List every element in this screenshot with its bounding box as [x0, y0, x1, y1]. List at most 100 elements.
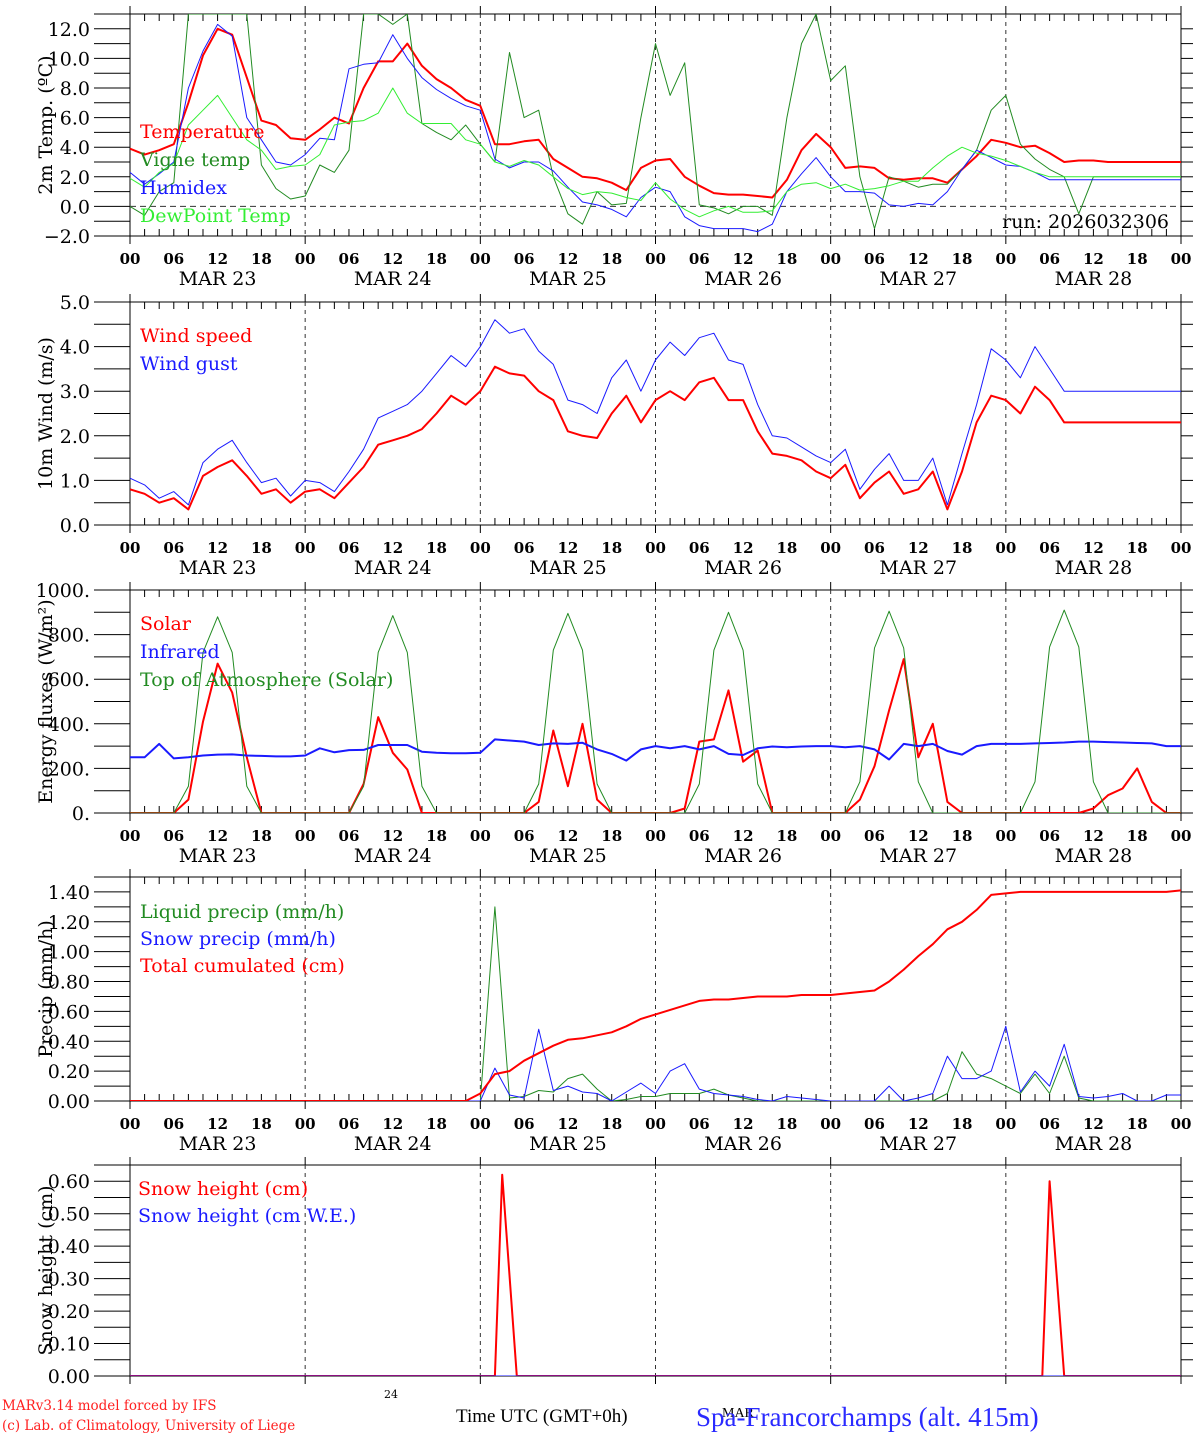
x-hour-label: 12 — [908, 1115, 929, 1133]
x-hour-label: 18 — [776, 539, 797, 557]
y-tick-label: 0.10 — [48, 1334, 90, 1356]
x-hour-label: 12 — [908, 827, 929, 845]
x-hour-label: 06 — [1039, 539, 1060, 557]
x-day-label: MAR 25 — [529, 557, 607, 579]
x-hour-label: 12 — [557, 827, 578, 845]
x-hour-label: 06 — [1039, 250, 1060, 268]
y-tick-label: 0.00 — [48, 1091, 90, 1113]
x-hour-label: 06 — [163, 539, 184, 557]
y-tick-label: 0.60 — [48, 1001, 90, 1023]
x-hour-label: 06 — [163, 1115, 184, 1133]
x-hour-label: 18 — [251, 827, 272, 845]
legend-entry: Liquid precip (mm/h) — [140, 901, 344, 923]
x-hour-label: 12 — [908, 539, 929, 557]
x-day-label: MAR 28 — [1055, 1133, 1133, 1155]
legend-entry: Snow height (cm W.E.) — [138, 1205, 356, 1227]
series-line-wind-speed — [130, 365, 1181, 511]
x-hour-label: 06 — [689, 1115, 710, 1133]
y-tick-label: 600. — [48, 669, 90, 691]
x-hour-label: 06 — [864, 1115, 885, 1133]
y-tick-label: 1000. — [36, 580, 90, 602]
x-hour-label: 06 — [163, 827, 184, 845]
x-hour-label: 18 — [1127, 250, 1148, 268]
x-hour-label: 00 — [120, 250, 141, 268]
y-tick-label: 0.50 — [48, 1204, 90, 1226]
x-hour-label: 18 — [776, 827, 797, 845]
x-hour-label: 06 — [514, 827, 535, 845]
x-hour-label: 12 — [382, 1115, 403, 1133]
y-tick-label: 0.20 — [48, 1301, 90, 1323]
x-hour-label: 00 — [1171, 827, 1192, 845]
y-tick-label: 4.0 — [60, 137, 90, 159]
y-tick-label: 400. — [48, 714, 90, 736]
y-tick-label: 0.40 — [48, 1031, 90, 1053]
x-hour-label: 00 — [820, 250, 841, 268]
x-day-label: MAR 28 — [1055, 845, 1133, 867]
y-tick-label: 0.0 — [60, 196, 90, 218]
x-hour-label: 00 — [470, 827, 491, 845]
y-tick-label: 0.30 — [48, 1269, 90, 1291]
y-tick-label: 1.0 — [60, 470, 90, 492]
y-tick-label: 0. — [72, 803, 90, 825]
x-day-label: MAR 28 — [1055, 557, 1133, 579]
x-hour-label: 12 — [733, 827, 754, 845]
x-day-label: MAR 23 — [179, 845, 257, 867]
y-tick-label: −2.0 — [44, 226, 90, 248]
legend-entry: Snow precip (mm/h) — [140, 928, 336, 950]
y-tick-label: 3.0 — [60, 381, 90, 403]
x-day-label: MAR 25 — [529, 845, 607, 867]
x-day-label: MAR 24 — [354, 557, 432, 579]
x-day-label: MAR 27 — [879, 845, 957, 867]
x-day-label: MAR 26 — [704, 557, 782, 579]
x-hour-label: 18 — [426, 539, 447, 557]
x-hour-label: 00 — [470, 539, 491, 557]
legend-entry: Solar — [140, 613, 192, 635]
y-tick-label: 1.40 — [48, 882, 90, 904]
x-hour-label: 06 — [339, 539, 360, 557]
y-axis-label: 10m Wind (m/s) — [35, 337, 57, 490]
y-tick-label: 0.40 — [48, 1236, 90, 1258]
x-hour-label: 12 — [733, 250, 754, 268]
x-hour-label: 00 — [820, 827, 841, 845]
x-day-label: MAR 24 — [354, 845, 432, 867]
series-line-liquid-precip-mm-h- — [130, 906, 1181, 1101]
x-hour-label: 00 — [995, 827, 1016, 845]
x-hour-label: 12 — [207, 827, 228, 845]
x-hour-label: 18 — [952, 250, 973, 268]
y-tick-label: 8.0 — [60, 78, 90, 100]
x-hour-label: 18 — [776, 250, 797, 268]
x-hour-label: 00 — [645, 539, 666, 557]
panel-wind: 0.0 1.0 2.0 3.0 4.0 5.0 10m Wind (m/s) Wind spe… — [35, 292, 1193, 579]
y-tick-label: 0.20 — [48, 1061, 90, 1083]
x-hour-label: 06 — [689, 827, 710, 845]
y-tick-label: 6.0 — [60, 108, 90, 130]
x-hour-label: 06 — [514, 539, 535, 557]
y-tick-label: 0.80 — [48, 972, 90, 994]
mar-label: MAR — [722, 1406, 754, 1421]
station-title: Spa-Francorchamps (alt. 415m) — [696, 1402, 1039, 1432]
x-hour-label: 00 — [1171, 1115, 1192, 1133]
x-hour-label: 00 — [995, 250, 1016, 268]
x-day-label: MAR 25 — [529, 1133, 607, 1155]
x-hour-label: 18 — [1127, 539, 1148, 557]
y-tick-label: 0.60 — [48, 1171, 90, 1193]
x-hour-label: 00 — [995, 539, 1016, 557]
x-hour-label: 18 — [952, 827, 973, 845]
model-credit: MARv3.14 model forced by IFS — [2, 1398, 217, 1414]
y-axis-label: Precip (mm/h) — [35, 920, 57, 1058]
x-hour-label: 12 — [1083, 1115, 1104, 1133]
x-hour-label: 00 — [645, 827, 666, 845]
x-hour-label: 00 — [295, 250, 316, 268]
x-hour-label: 18 — [1127, 1115, 1148, 1133]
x-hour-label: 12 — [733, 1115, 754, 1133]
y-tick-label: 0.00 — [48, 1366, 90, 1388]
x-hour-label: 06 — [1039, 1115, 1060, 1133]
x-hour-label: 00 — [820, 1115, 841, 1133]
x-hour-label: 12 — [1083, 539, 1104, 557]
x-hour-label: 06 — [689, 539, 710, 557]
x-hour-label: 18 — [601, 250, 622, 268]
legend-entry: Wind speed — [140, 325, 252, 347]
x-hour-label: 12 — [557, 1115, 578, 1133]
x-hour-label: 00 — [120, 539, 141, 557]
stray-tick-label: 24 — [384, 1388, 398, 1401]
